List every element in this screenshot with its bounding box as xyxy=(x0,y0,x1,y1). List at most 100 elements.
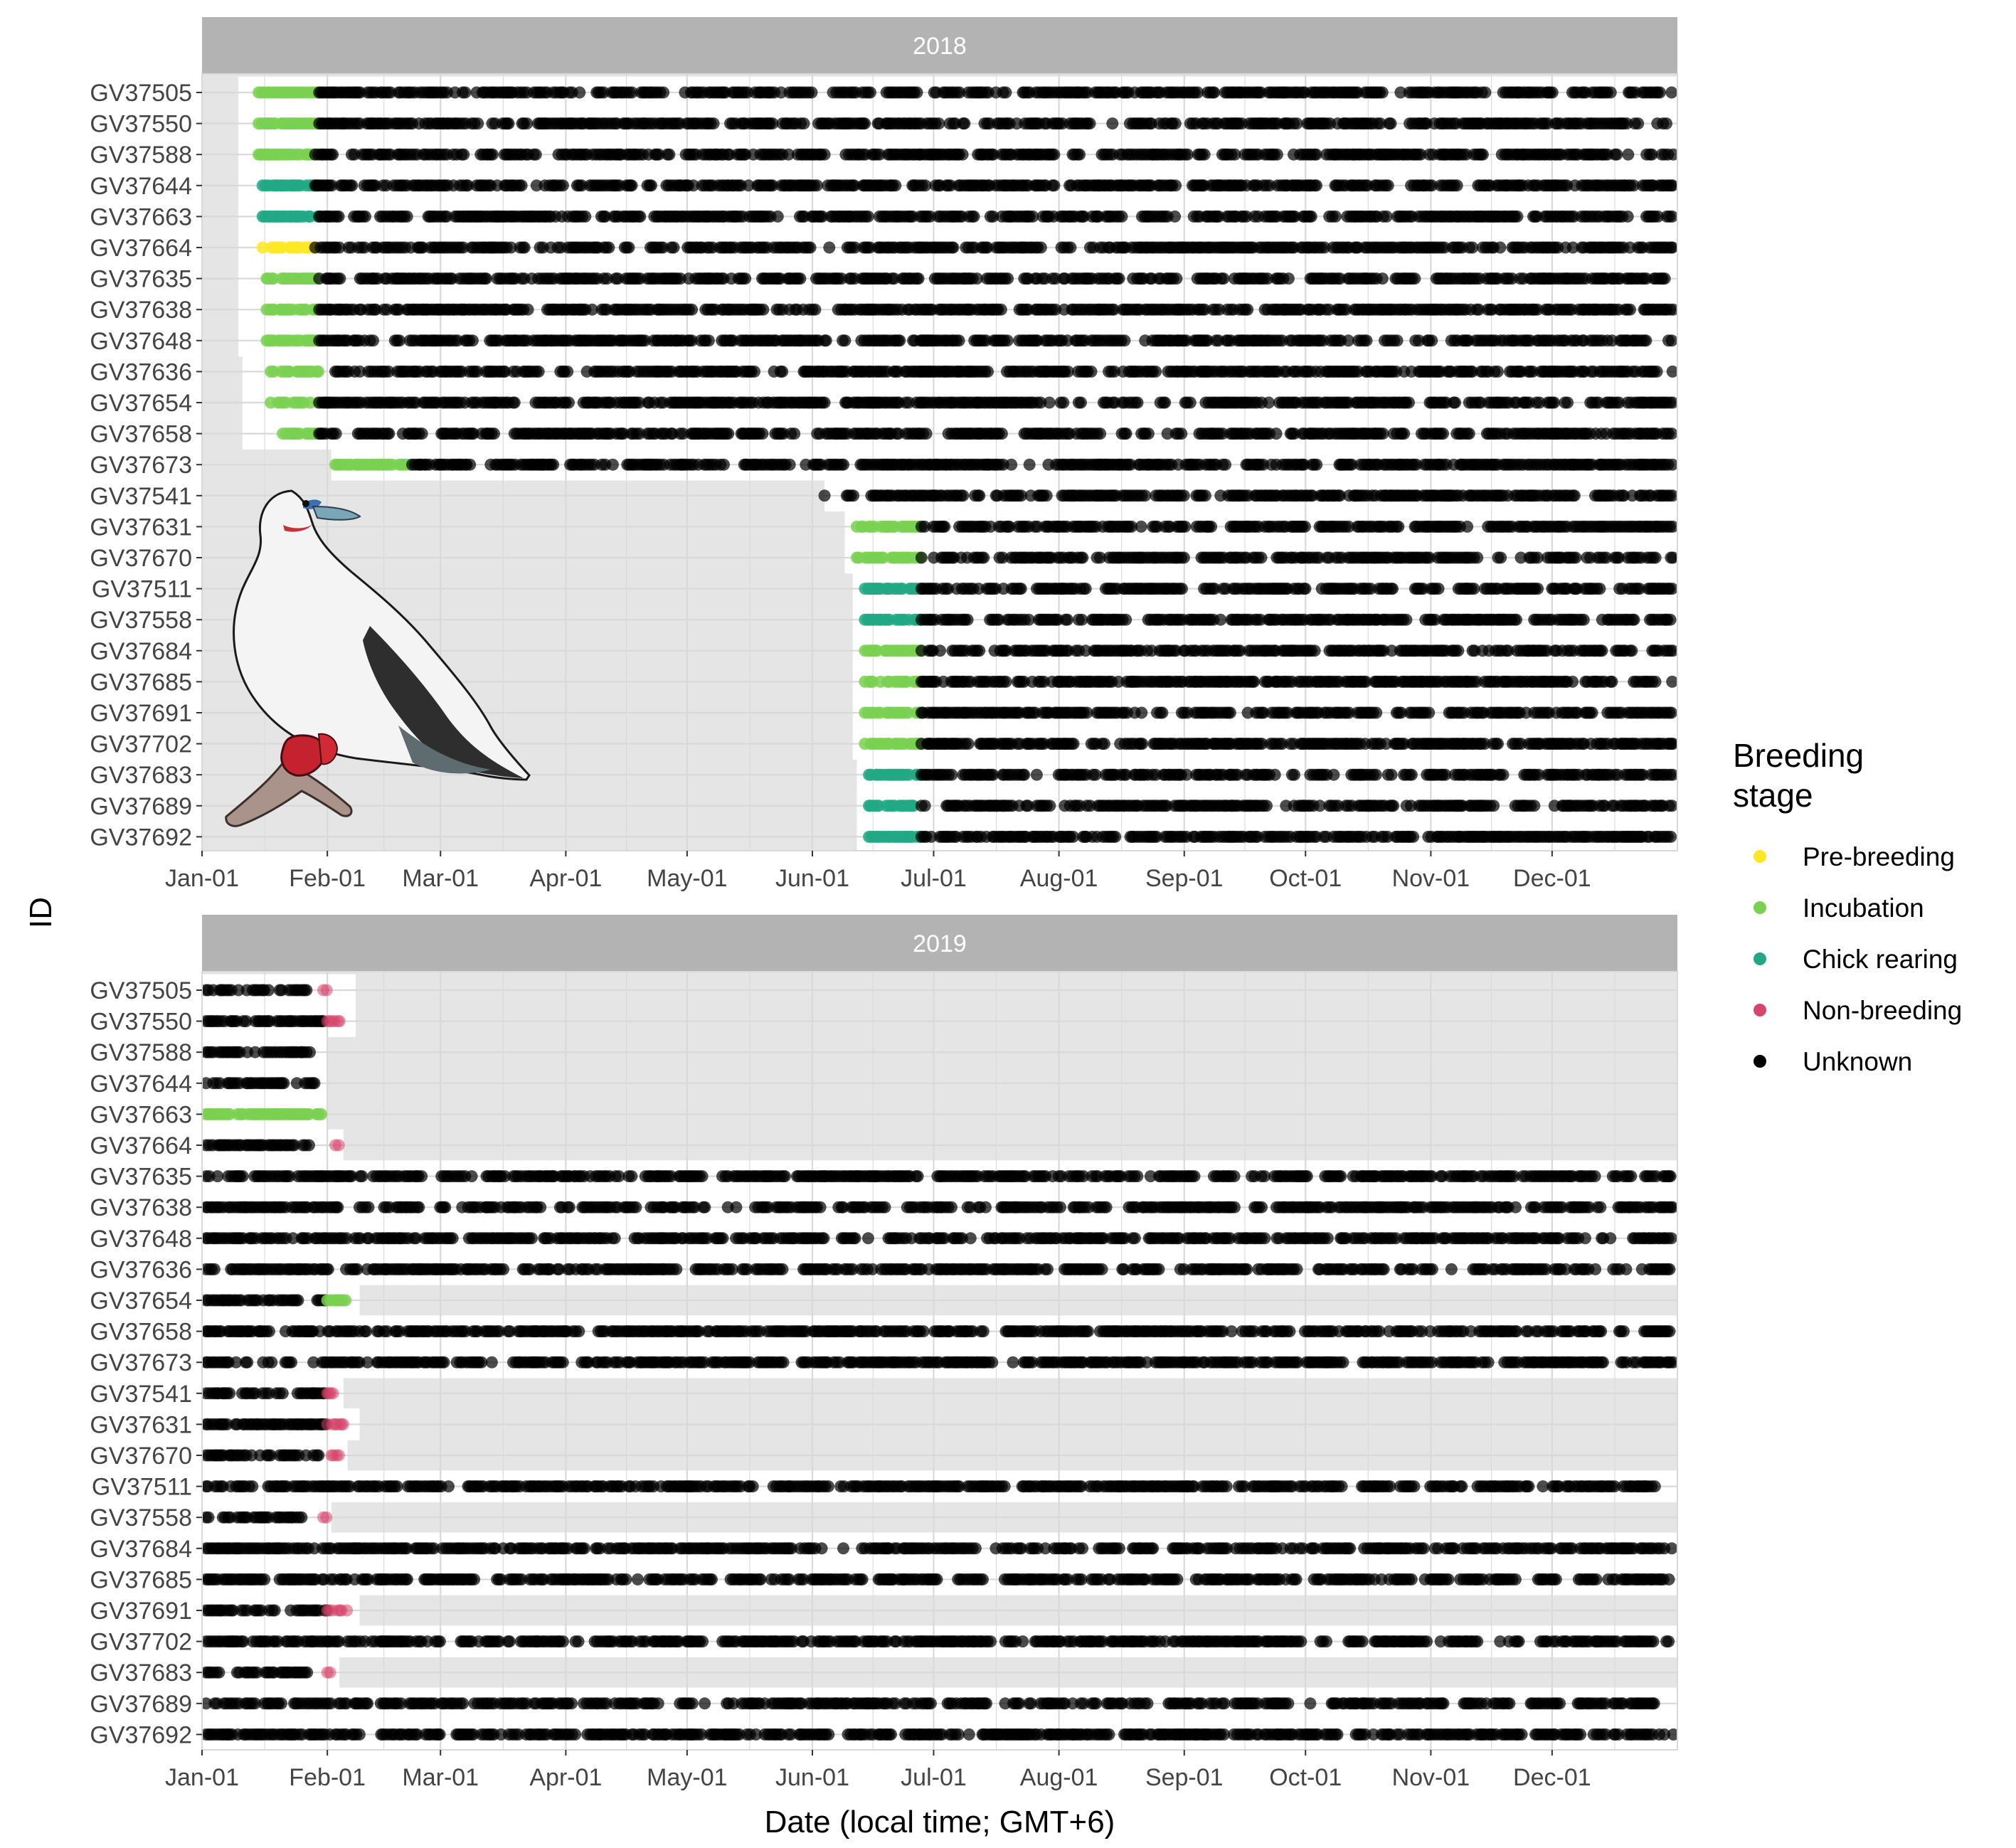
point-GV37550-unknown xyxy=(958,117,971,130)
point-GV37663-unknown xyxy=(1305,210,1317,223)
point-GV37588-unknown xyxy=(956,148,969,161)
point-GV37550-unknown xyxy=(933,117,945,130)
point-GV37588-unknown xyxy=(663,148,676,161)
point-GV37588-unknown xyxy=(1622,148,1635,161)
point-GV37648-unknown xyxy=(1640,334,1652,347)
point-GV37635-unknown xyxy=(1376,272,1389,285)
point-GV37644-unknown xyxy=(811,179,823,192)
point-GV37648-unknown xyxy=(1391,334,1404,347)
point-GV37644-unknown xyxy=(1426,179,1438,192)
point-GV37635-unknown xyxy=(1217,272,1230,285)
point-GV37588-unknown xyxy=(1270,148,1283,161)
point-GV37505-unknown xyxy=(999,86,1012,99)
point-GV37648-unknown xyxy=(1665,334,1677,347)
point-GV37644-unknown xyxy=(848,179,861,192)
point-GV37663-unknown xyxy=(967,210,980,223)
point-GV37550-unknown xyxy=(859,117,871,130)
point-GV37636-unknown xyxy=(1085,365,1098,378)
point-GV37648-unknown xyxy=(702,334,715,347)
point-GV37588-unknown xyxy=(1229,148,1241,161)
point-GV37663-unknown xyxy=(1380,210,1393,223)
point-GV37648-unknown xyxy=(1426,334,1438,347)
point-GV37648-unknown xyxy=(839,334,852,347)
point-GV37648-unknown xyxy=(819,334,832,347)
point-GV37550-unknown xyxy=(1083,117,1096,130)
point-GV37550-unknown xyxy=(1632,117,1645,130)
point-GV37663-unknown xyxy=(1621,210,1634,223)
point-GV37550-unknown xyxy=(502,117,515,130)
point-GV37658-unknown xyxy=(329,428,342,440)
point-GV37505-unknown xyxy=(1208,86,1221,99)
point-GV37505-unknown xyxy=(1479,86,1492,99)
point-GV37635-unknown xyxy=(1658,272,1671,285)
point-GV37588-unknown xyxy=(652,148,665,161)
point-GV37654-unknown xyxy=(1449,396,1462,409)
point-GV37635-unknown xyxy=(1408,272,1421,285)
point-GV37648-unknown xyxy=(893,334,906,347)
point-GV37644-unknown xyxy=(1169,179,1182,192)
point-GV37664-unknown xyxy=(1064,241,1077,254)
point-GV37658-unknown xyxy=(415,428,428,440)
point-GV37588-unknown xyxy=(1645,148,1658,161)
point-GV37664-unknown xyxy=(947,241,960,254)
point-GV37663-unknown xyxy=(771,210,784,223)
point-GV37505-unknown xyxy=(625,86,638,99)
point-GV37644-unknown xyxy=(346,179,359,192)
point-GV37658-unknown xyxy=(1094,428,1107,440)
point-GV37505-unknown xyxy=(1376,86,1389,99)
point-GV37663-unknown xyxy=(634,210,647,223)
point-GV37638-unknown xyxy=(1624,303,1636,316)
point-GV37550-unknown xyxy=(1660,117,1672,130)
point-GV37638-unknown xyxy=(757,303,770,316)
point-GV37664-unknown xyxy=(1494,241,1507,254)
point-GV37588-unknown xyxy=(1611,148,1623,161)
point-GV37664-unknown xyxy=(823,241,836,254)
point-GV37658-unknown xyxy=(1142,428,1155,440)
point-GV37505-unknown xyxy=(1653,86,1666,99)
point-GV37644-unknown xyxy=(742,179,755,192)
point-GV37644-unknown xyxy=(1048,179,1061,192)
point-GV37505-unknown xyxy=(657,86,670,99)
point-GV37588-unknown xyxy=(457,148,470,161)
point-GV37636-unknown xyxy=(748,365,760,378)
point-GV37654-unknown xyxy=(1561,396,1574,409)
point-GV37636-unknown xyxy=(1491,365,1504,378)
point-GV37635-unknown xyxy=(1113,272,1125,285)
point-GV37644-unknown xyxy=(889,179,902,192)
point-GV37550-unknown xyxy=(1106,117,1119,130)
point-GV37588-unknown xyxy=(782,148,795,161)
point-GV37658-unknown xyxy=(383,428,396,440)
point-GV37588-unknown xyxy=(1073,148,1086,161)
point-GV37636-unknown xyxy=(982,365,994,378)
point-GV37588-unknown xyxy=(818,148,831,161)
point-GV37636-unknown xyxy=(1650,365,1663,378)
point-GV37635-unknown xyxy=(912,272,925,285)
point-GV37658-unknown xyxy=(756,428,769,440)
point-GV37648-unknown xyxy=(1001,334,1014,347)
point-GV37663-unknown xyxy=(359,210,371,223)
point-GV37635-unknown xyxy=(1282,272,1295,285)
point-GV37664-unknown xyxy=(518,241,531,254)
point-GV37505-unknown xyxy=(1546,86,1559,99)
point-GV37648-unknown xyxy=(466,334,479,347)
point-GV37644-unknown xyxy=(515,179,528,192)
point-GV37505-unknown xyxy=(1604,86,1617,99)
point-GV37658-unknown xyxy=(920,428,933,440)
point-GV37588-unknown xyxy=(1048,148,1061,161)
point-GV37505-unknown xyxy=(459,86,472,99)
point-GV37648-unknown xyxy=(1118,334,1131,347)
point-GV37648-unknown xyxy=(393,334,405,347)
point-GV37550-unknown xyxy=(1384,117,1397,130)
point-GV37658-unknown xyxy=(1175,428,1188,440)
point-GV37550-unknown xyxy=(1290,117,1303,130)
point-GV37648-unknown xyxy=(367,334,379,347)
point-GV37664-unknown xyxy=(1466,241,1479,254)
point-GV37636-incubation xyxy=(312,365,324,378)
point-GV37644-unknown xyxy=(687,179,700,192)
point-GV37644-unknown xyxy=(1666,179,1677,192)
point-GV37588-unknown xyxy=(529,148,542,161)
point-GV37644-unknown xyxy=(1628,179,1640,192)
point-GV37644-unknown xyxy=(1381,179,1394,192)
point-GV37654-unknown xyxy=(1263,396,1275,409)
